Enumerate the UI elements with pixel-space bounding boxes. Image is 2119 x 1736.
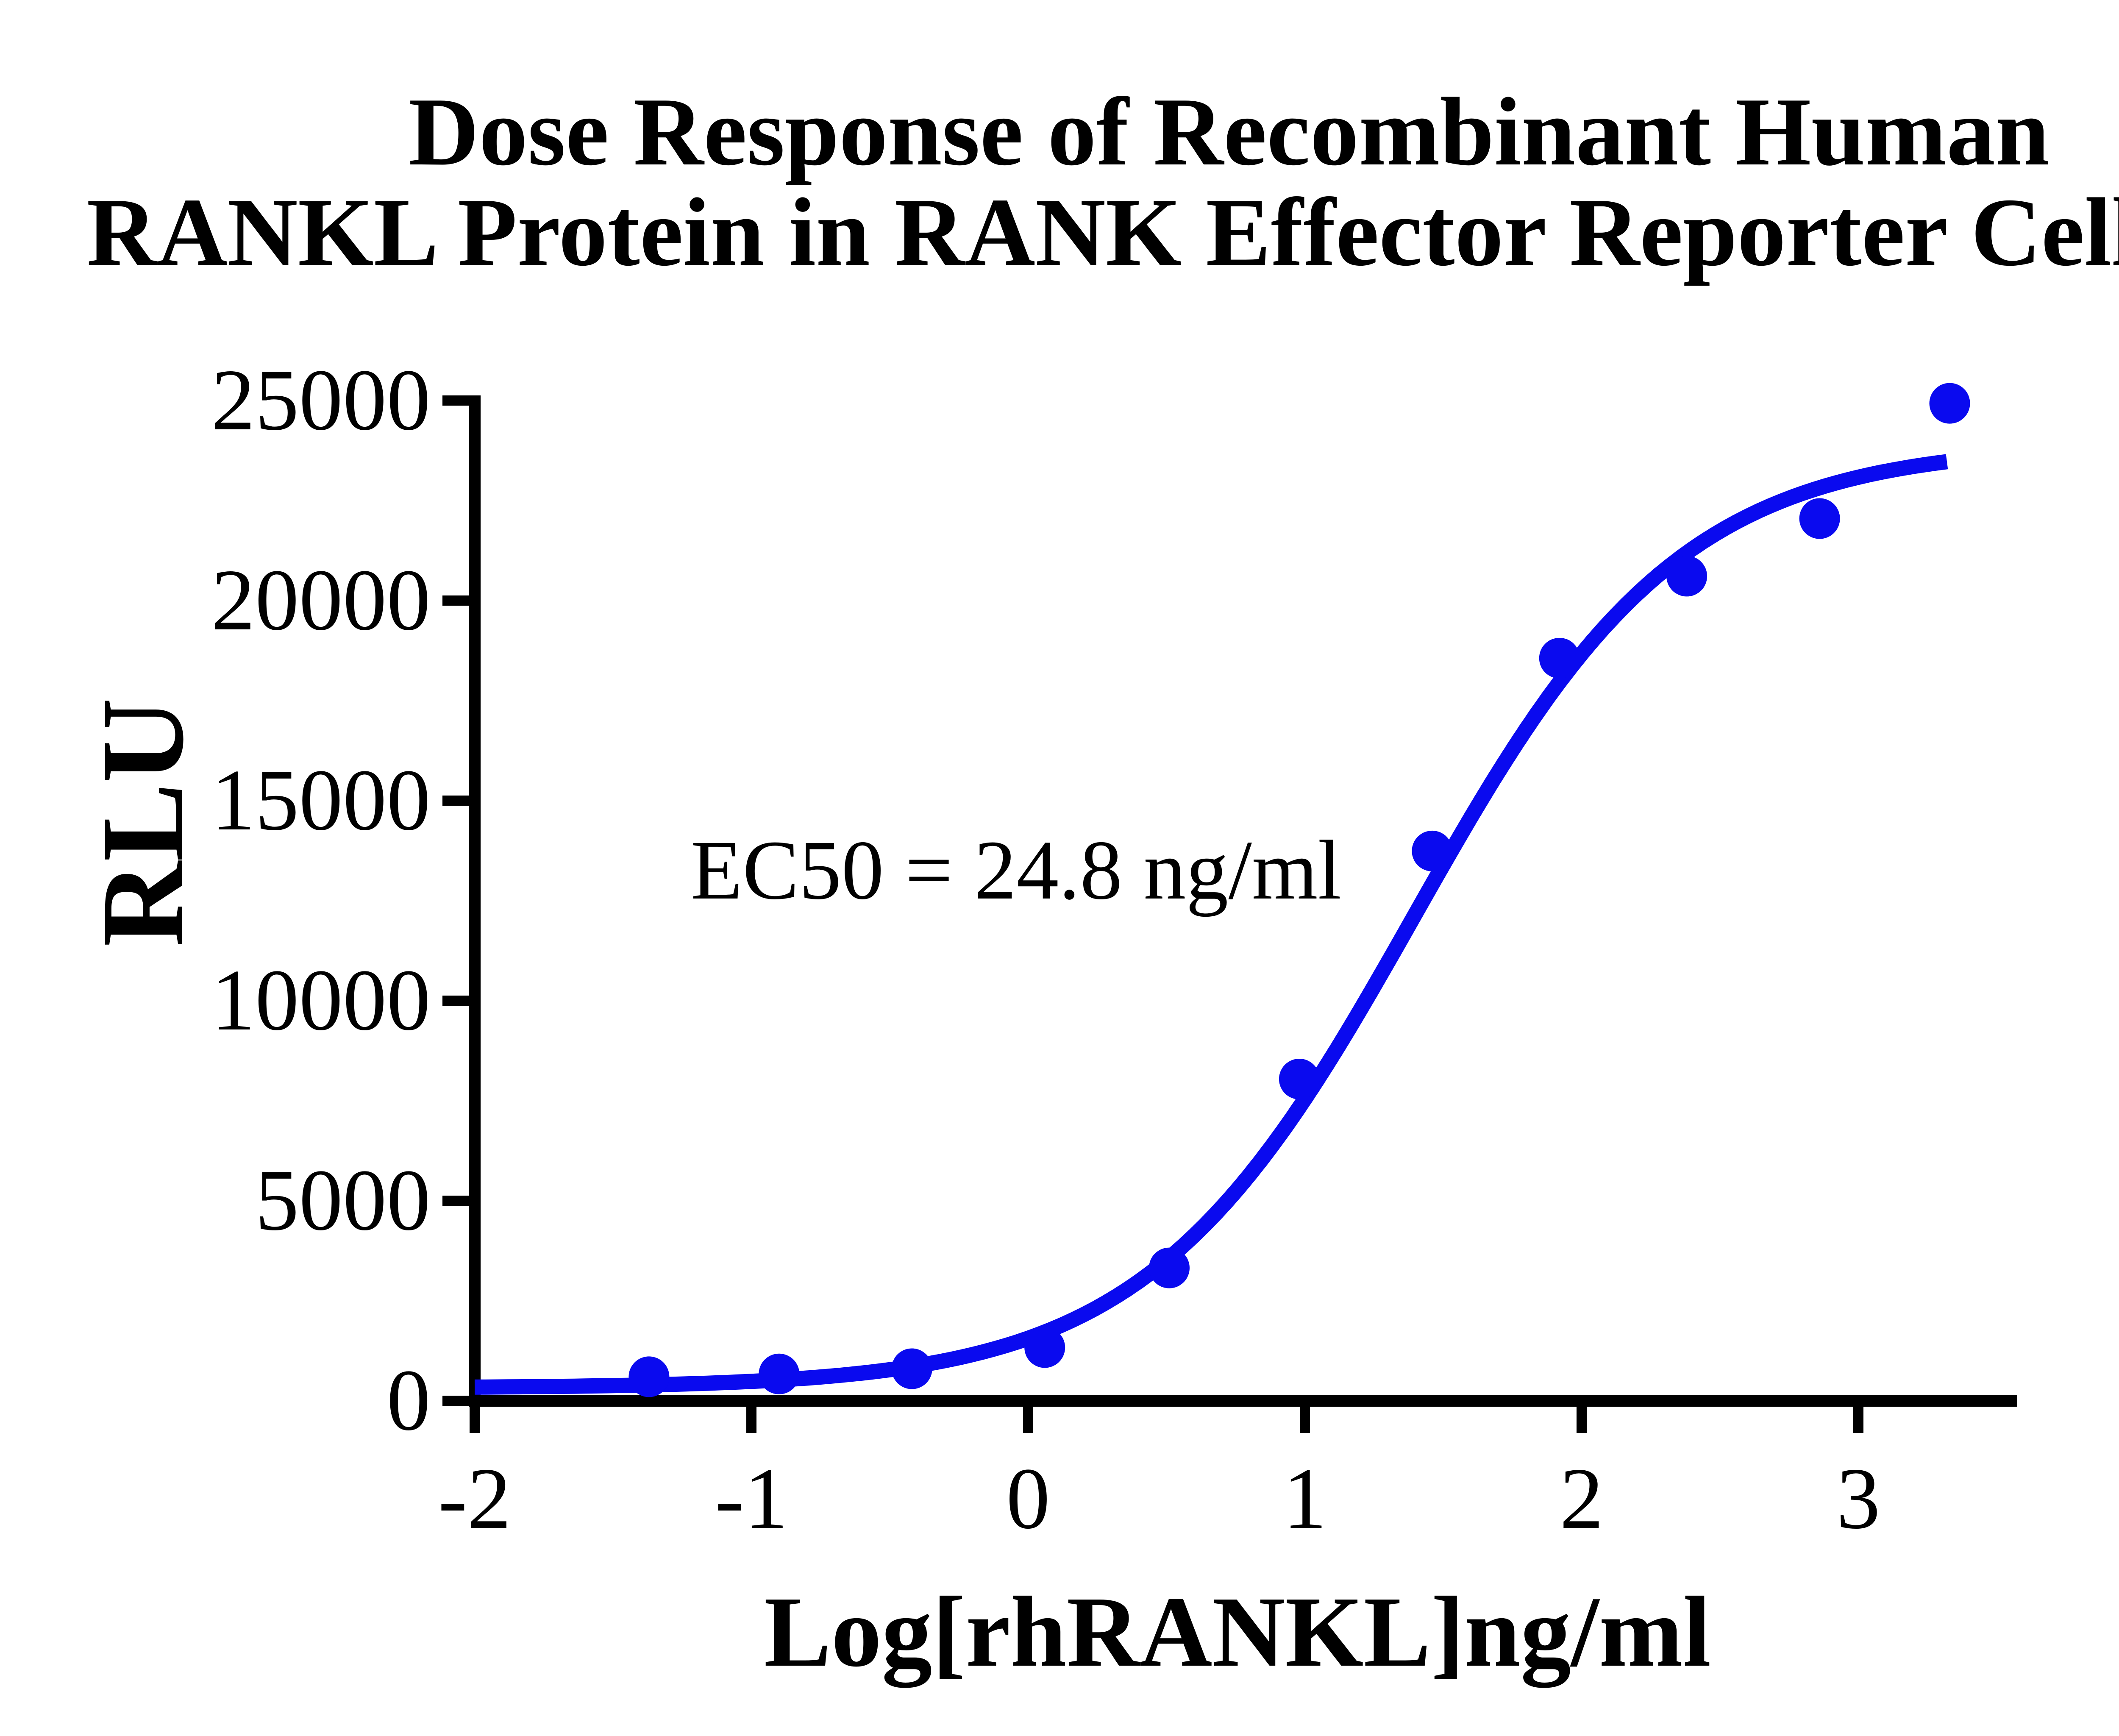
y-tick-label: 10000: [211, 951, 431, 1049]
data-point: [1539, 637, 1580, 679]
y-tick-label: 20000: [211, 551, 431, 648]
data-point: [1412, 830, 1453, 871]
ec50-annotation: EC50 = 24.8 ng/ml: [691, 823, 1341, 917]
x-tick-label: 0: [1006, 1450, 1050, 1547]
data-point: [1149, 1247, 1190, 1288]
y-axis-label: RLU: [78, 698, 208, 947]
data-point: [1929, 383, 1970, 424]
y-tick-label: 15000: [211, 751, 431, 849]
fit-curve: [474, 454, 1948, 1395]
data-point: [891, 1348, 932, 1389]
y-tick-label: 25000: [211, 351, 431, 448]
y-axis-ticks: 0 5000 10000 15000 20000 25000: [211, 351, 475, 1449]
x-axis-ticks: -2 -1 0 1 2 3: [438, 1407, 1880, 1547]
data-point: [1279, 1059, 1320, 1099]
data-point: [1799, 498, 1840, 539]
x-tick-label: -2: [438, 1450, 511, 1547]
chart-title-line-1: Dose Response of Recombinant Human: [409, 78, 2049, 186]
chart-title: Dose Response of Recombinant Human RANKL…: [86, 78, 2119, 286]
data-point: [1024, 1327, 1065, 1368]
x-tick-label: -1: [715, 1450, 788, 1547]
y-tick-label: 5000: [255, 1152, 431, 1249]
data-point: [628, 1356, 670, 1397]
data-point: [759, 1353, 800, 1394]
axes: [469, 395, 2017, 1407]
x-tick-label: 3: [1836, 1450, 1880, 1547]
x-axis-label: Log[rhRANKL]ng/ml: [764, 1576, 1711, 1688]
y-tick-label: 0: [387, 1352, 431, 1449]
x-tick-label: 2: [1560, 1450, 1604, 1547]
x-tick-label: 1: [1283, 1450, 1327, 1547]
chart-title-line-2: RANKL Protein in RANK Effector Reporter …: [86, 178, 2119, 286]
data-points: [628, 383, 1970, 1397]
data-point: [1666, 556, 1707, 597]
